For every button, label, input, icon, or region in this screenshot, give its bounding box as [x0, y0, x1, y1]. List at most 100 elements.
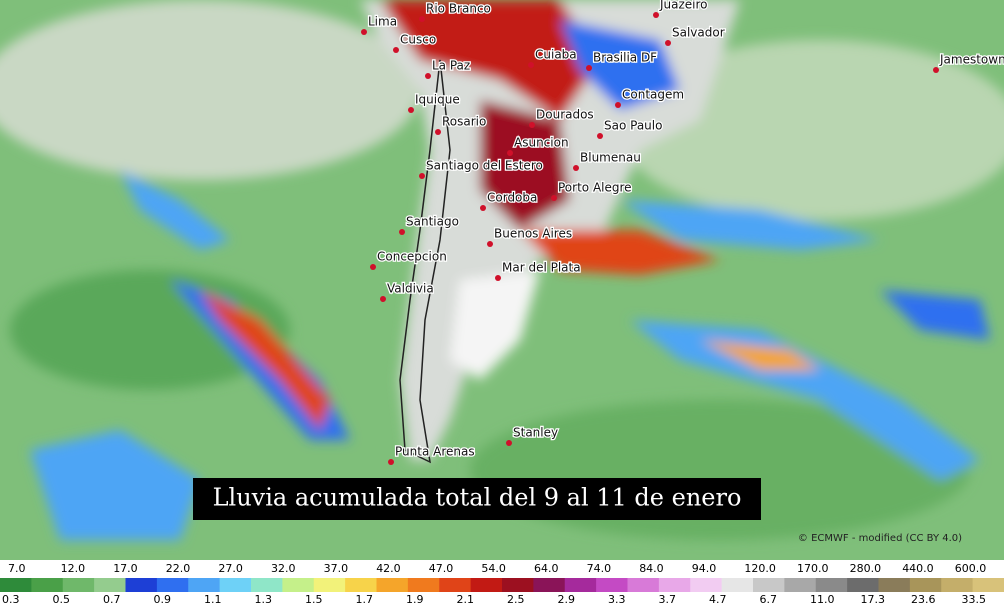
- legend-upper-label: 17.0: [113, 562, 138, 575]
- legend-swatch: [753, 578, 785, 592]
- legend-upper-label: 64.0: [534, 562, 559, 575]
- city-label: Stanley: [513, 426, 558, 440]
- legend-lower-label: 2.1: [457, 593, 475, 606]
- city-marker: [419, 173, 425, 179]
- legend-lower-label: 4.7: [709, 593, 727, 606]
- legend-lower-label: 23.6: [911, 593, 936, 606]
- city-marker: [487, 241, 493, 247]
- legend-swatch: [219, 578, 252, 592]
- city-marker: [506, 440, 512, 446]
- legend-lower-label: 6.7: [760, 593, 778, 606]
- legend-swatch: [596, 578, 628, 592]
- legend-lower-label: 0.3: [2, 593, 20, 606]
- city-label: Rio Branco: [426, 2, 491, 16]
- city-marker: [653, 12, 659, 18]
- city-label: Sao Paulo: [604, 119, 662, 133]
- legend-swatch: [407, 578, 440, 592]
- city-marker: [495, 275, 501, 281]
- legend-upper-label: 600.0: [955, 562, 987, 575]
- legend-upper-label: 42.0: [376, 562, 401, 575]
- city-marker: [480, 205, 486, 211]
- city-label: Cuiaba: [535, 48, 577, 62]
- legend-swatch: [156, 578, 189, 592]
- city-label: Porto Alegre: [558, 181, 632, 195]
- city-label: Concepcion: [377, 250, 447, 264]
- legend-swatch: [972, 578, 1004, 592]
- legend-upper-label: 170.0: [797, 562, 829, 575]
- legend-upper-label: 7.0: [8, 562, 26, 575]
- legend-swatch: [0, 578, 32, 592]
- city-label: Valdivia: [387, 282, 434, 296]
- legend-upper-label: 37.0: [324, 562, 349, 575]
- city-marker: [399, 229, 405, 235]
- legend-swatch: [94, 578, 126, 592]
- map-shading: [0, 0, 1004, 540]
- city-marker: [388, 459, 394, 465]
- city-label: Santiago: [406, 215, 459, 229]
- legend-lower-label: 0.5: [53, 593, 71, 606]
- legend-swatch: [502, 578, 534, 592]
- legend-upper-label: 22.0: [166, 562, 191, 575]
- city-label: Juazeiro: [659, 0, 708, 12]
- city-marker: [551, 195, 557, 201]
- legend-lower-label: 1.3: [255, 593, 273, 606]
- legend-upper-label: 12.0: [61, 562, 86, 575]
- legend-swatch: [470, 578, 503, 592]
- legend-swatch: [658, 578, 691, 592]
- legend-upper-label: 27.0: [218, 562, 243, 575]
- legend-upper-label: 74.0: [587, 562, 612, 575]
- city-marker: [425, 73, 431, 79]
- legend-lower-label: 2.9: [558, 593, 576, 606]
- legend-swatch: [941, 578, 974, 592]
- legend-upper-label: 120.0: [744, 562, 776, 575]
- legend-swatch: [564, 578, 597, 592]
- legend-swatch: [690, 578, 723, 592]
- legend-lower-label: 1.7: [356, 593, 374, 606]
- legend-swatch: [815, 578, 848, 592]
- legend-swatch: [313, 578, 346, 592]
- city-marker: [361, 29, 367, 35]
- legend-lower-label: 11.0: [810, 593, 835, 606]
- city-label: Santiago del Estero: [426, 159, 543, 173]
- city-marker: [665, 40, 671, 46]
- legend-lower-label: 1.1: [204, 593, 222, 606]
- caption: Lluvia acumulada total del 9 al 11 de en…: [213, 484, 742, 512]
- legend-swatch: [376, 578, 409, 592]
- city-label: Buenos Aires: [494, 227, 572, 241]
- city-label: Cordoba: [487, 191, 537, 205]
- legend-swatch: [533, 578, 566, 592]
- city-label: Contagem: [622, 88, 684, 102]
- legend-swatch: [31, 578, 64, 592]
- city-marker: [615, 102, 621, 108]
- legend-lower-label: 2.5: [507, 593, 525, 606]
- legend-lower-label: 0.7: [103, 593, 121, 606]
- credit: © ECMWF - modified (CC BY 4.0): [798, 533, 962, 544]
- legend-upper-label: 280.0: [850, 562, 882, 575]
- city-marker: [393, 47, 399, 53]
- legend-swatch: [909, 578, 942, 592]
- legend-upper-label: 440.0: [902, 562, 934, 575]
- legend-lower-label: 33.5: [962, 593, 987, 606]
- city-label: Asuncion: [514, 136, 569, 150]
- city-marker: [933, 67, 939, 73]
- city-label: Iquique: [415, 93, 460, 107]
- city-marker: [586, 65, 592, 71]
- city-label: Lima: [368, 15, 397, 29]
- city-label: Punta Arenas: [395, 445, 475, 459]
- legend-lower-label: 1.5: [305, 593, 323, 606]
- legend-upper-label: 54.0: [481, 562, 506, 575]
- city-marker: [507, 150, 513, 156]
- city-marker: [435, 129, 441, 135]
- city-marker: [529, 122, 535, 128]
- legend-lower-label: 3.7: [659, 593, 677, 606]
- legend-swatch: [62, 578, 95, 592]
- city-marker: [419, 16, 425, 22]
- legend-swatch: [282, 578, 315, 592]
- legend-lower-label: 1.9: [406, 593, 424, 606]
- legend-lower-label: 0.9: [154, 593, 172, 606]
- legend-swatch: [188, 578, 221, 592]
- legend-upper-label: 32.0: [271, 562, 296, 575]
- city-marker: [408, 107, 414, 113]
- legend-swatch: [345, 578, 377, 592]
- city-label: Brasilia DF: [593, 51, 657, 65]
